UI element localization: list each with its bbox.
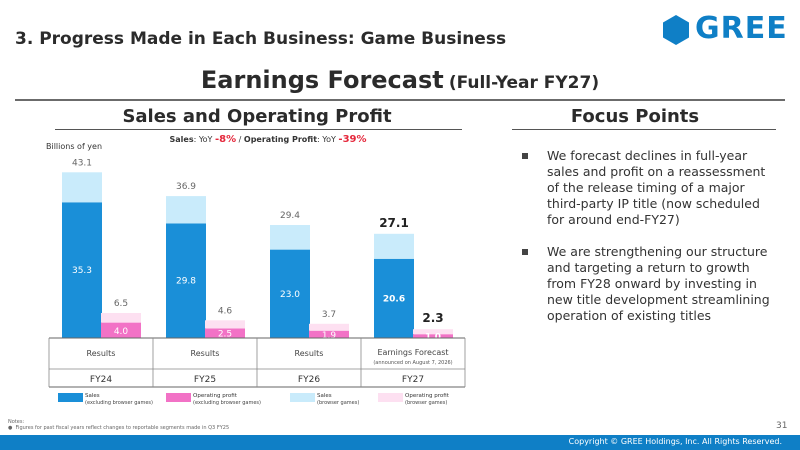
title-main: Earnings Forecast <box>200 66 444 94</box>
sales-total-label: 27.1 <box>379 216 409 230</box>
category-label: FY25 <box>194 375 216 385</box>
sales-inner-label: 23.0 <box>280 290 300 300</box>
legend-label: Sales <box>317 393 332 399</box>
gree-logo: GREE <box>660 11 787 46</box>
sales-bar-segment <box>374 258 414 338</box>
legend-sublabel: (excluding browser games) <box>85 400 153 406</box>
profit-bar-segment <box>205 320 245 329</box>
footer-bar: Copyright © GREE Holdings, Inc. All Righ… <box>0 435 800 450</box>
profit-inner-label: 2.5 <box>218 330 232 340</box>
legend-label: Sales <box>85 393 100 399</box>
yoy-op-prefix: : YoY <box>317 135 339 144</box>
profit-total-label: 2.3 <box>422 311 443 325</box>
profit-inner-label: 1.9 <box>322 331 337 341</box>
notes-item: ● Figures for past fiscal years reflect … <box>8 425 230 431</box>
legend-sublabel: (browser games) <box>405 400 447 406</box>
category-label: FY26 <box>298 375 320 385</box>
sales-total-label: 43.1 <box>72 158 92 168</box>
hexagon-logo-icon <box>663 15 689 45</box>
sales-bar-segment <box>270 249 310 338</box>
sales-bar-segment <box>62 172 102 203</box>
profit-bar-segment <box>413 329 453 335</box>
focus-point: We are strengthening our structure and t… <box>520 244 770 324</box>
title-sub: (Full-Year FY27) <box>448 73 600 93</box>
category-note: (announced on August 7, 2026) <box>373 360 452 366</box>
profit-inner-label: 4.0 <box>114 327 129 337</box>
copyright: Copyright © GREE Holdings, Inc. All Righ… <box>568 437 782 446</box>
legend-label: Operating profit <box>405 393 450 399</box>
category-subtitle: Results <box>295 349 324 358</box>
profit-bar-segment <box>101 313 141 323</box>
sales-bar-segment <box>166 196 206 224</box>
chart-heading-rule <box>55 129 462 130</box>
sales-bar-segment <box>270 225 310 250</box>
legend-swatch <box>378 393 403 402</box>
yoy-sales-prefix: : YoY <box>193 135 215 144</box>
focus-points-list: We forecast declines in full-year sales … <box>520 148 770 340</box>
legend-swatch <box>166 393 191 402</box>
profit-bar-segment <box>205 328 245 338</box>
legend-swatch <box>290 393 315 402</box>
profit-bar-segment <box>309 330 349 338</box>
category-subtitle: Results <box>191 349 220 358</box>
sales-inner-label: 35.3 <box>72 266 92 276</box>
sales-total-label: 29.4 <box>280 211 300 221</box>
page-title: Earnings Forecast (Full-Year FY27) <box>0 66 800 94</box>
focus-heading-rule <box>512 129 776 130</box>
legend-label: Operating profit <box>193 393 238 399</box>
brand-name: GREE <box>695 11 788 46</box>
yoy-sales-label: Sales <box>169 135 194 144</box>
unit-label: Billions of yen <box>46 142 103 151</box>
category-label: FY24 <box>90 375 112 385</box>
yoy-op-value: -39% <box>338 134 367 145</box>
focus-heading: Focus Points <box>570 106 700 127</box>
sales-inner-label: 29.8 <box>176 277 196 287</box>
category-subtitle: Earnings Forecast <box>377 348 448 357</box>
sales-total-label: 36.9 <box>176 182 196 192</box>
yoy-sales-value: -8% <box>214 134 237 145</box>
yoy-separator: / <box>236 135 244 144</box>
sales-inner-label: 20.6 <box>383 294 405 304</box>
legend-sublabel: (excluding browser games) <box>193 400 261 406</box>
profit-total-label: 6.5 <box>114 299 128 309</box>
focus-point-text: We forecast declines in full-year sales … <box>547 148 766 227</box>
sales-bar-segment <box>166 223 206 338</box>
profit-bar-segment <box>413 334 453 338</box>
chart-heading: Sales and Operating Profit <box>122 106 392 127</box>
focus-point-text: We are strengthening our structure and t… <box>547 244 770 323</box>
category-label: FY27 <box>402 375 424 385</box>
page-number: 31 <box>776 421 788 431</box>
profit-bar-segment <box>309 323 349 331</box>
legend-swatch <box>58 393 83 402</box>
yoy-summary: Sales: YoY -8% / Operating Profit: YoY -… <box>128 134 408 145</box>
notes: Notes: ● Figures for past fiscal years r… <box>8 419 229 431</box>
sales-bar-segment <box>62 202 102 338</box>
legend-sublabel: (browser games) <box>317 400 359 406</box>
notes-heading: Notes: <box>8 419 25 425</box>
category-subtitle: Results <box>87 349 116 358</box>
profit-total-label: 3.7 <box>322 310 336 320</box>
yoy-op-label: Operating Profit <box>243 135 318 144</box>
focus-point: We forecast declines in full-year sales … <box>520 148 770 228</box>
sales-bar-segment <box>374 233 414 259</box>
title-divider <box>15 99 785 101</box>
square-bullet-icon <box>522 153 528 159</box>
profit-bar-segment <box>101 322 141 338</box>
profit-total-label: 4.6 <box>218 306 233 316</box>
section-title: 3. Progress Made in Each Business: Game … <box>15 29 507 49</box>
square-bullet-icon <box>522 249 528 255</box>
sales-profit-chart: 35.34.029.82.523.01.920.61.043.16.536.94… <box>48 158 466 406</box>
